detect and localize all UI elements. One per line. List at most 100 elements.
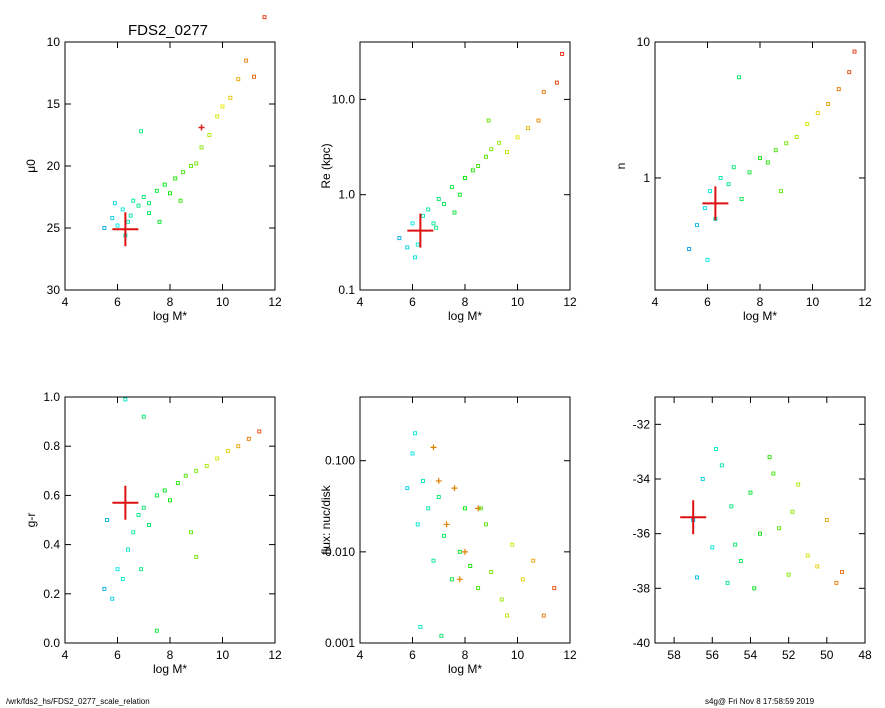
panel-6: 58 56 54 52 50 48 -40 -38 -36 -34 -32 <box>633 396 872 662</box>
data-point <box>246 436 251 441</box>
data-point <box>244 58 249 63</box>
data-point <box>554 80 559 85</box>
y-tick-label: 30 <box>47 283 61 297</box>
x-axis-label: log M* <box>448 662 482 676</box>
data-point <box>695 223 699 228</box>
data-point <box>178 198 183 203</box>
data-point <box>147 522 151 527</box>
data-point <box>257 429 262 434</box>
data-point <box>847 70 852 75</box>
data-point <box>695 575 699 580</box>
data-point <box>162 182 167 187</box>
data-point <box>126 547 130 552</box>
data-point <box>105 518 109 522</box>
data-point <box>526 126 530 131</box>
x-tick-label: 8 <box>167 648 174 662</box>
data-point <box>747 170 752 175</box>
data-point <box>173 176 178 181</box>
data-point <box>225 449 230 454</box>
data-point <box>815 111 820 116</box>
x-tick-label: 10 <box>216 648 230 662</box>
data-point <box>773 148 778 153</box>
data-point <box>228 95 233 100</box>
star-point <box>456 576 463 583</box>
data-point <box>731 165 736 170</box>
data-point <box>236 444 241 449</box>
x-tick-label: 12 <box>858 295 872 309</box>
data-point <box>131 530 136 535</box>
data-point <box>154 188 159 193</box>
y-tick-label: -36 <box>633 527 651 541</box>
data-point <box>207 133 212 137</box>
data-point <box>236 77 241 82</box>
data-point <box>737 75 741 80</box>
x-tick-label: 4 <box>652 295 659 309</box>
figure-title: FDS2_0277 <box>128 22 208 39</box>
data-point <box>739 197 744 201</box>
data-point <box>405 486 410 491</box>
data-point <box>252 74 256 79</box>
x-tick-label: 12 <box>268 295 282 309</box>
x-tick-label: 4 <box>62 648 69 662</box>
x-tick-label: 4 <box>62 295 69 309</box>
data-point <box>189 164 193 168</box>
y-tick-label: 10 <box>637 35 651 49</box>
data-point <box>449 185 454 190</box>
y-axis-label: μ0 <box>24 159 38 173</box>
data-point <box>439 633 444 638</box>
x-tick-label: 12 <box>268 648 282 662</box>
data-point <box>410 221 415 226</box>
data-point <box>777 526 782 531</box>
data-point <box>805 121 810 126</box>
data-point <box>790 509 795 514</box>
data-point <box>726 182 731 187</box>
data-point <box>725 580 730 585</box>
panel-4: 4 6 8 10 12 0.0 0.2 0.4 0.6 0.8 1.0 log M* g-r <box>24 390 282 676</box>
y-tick-label: 25 <box>47 221 61 235</box>
star-point <box>435 477 442 484</box>
data-point <box>520 577 525 582</box>
data-point <box>139 129 144 134</box>
x-tick-label: 58 <box>667 648 681 662</box>
x-tick-label: 8 <box>462 295 469 309</box>
x-axis-label: log M* <box>153 309 187 323</box>
data-point <box>840 569 845 574</box>
data-point <box>181 170 186 175</box>
data-point <box>758 156 762 161</box>
data-point <box>705 257 710 262</box>
x-axis-label: log M* <box>743 309 777 323</box>
data-point <box>426 207 431 212</box>
data-point <box>786 572 791 577</box>
data-point <box>168 498 172 503</box>
data-point <box>147 201 151 206</box>
x-tick-label: 12 <box>563 648 577 662</box>
data-point <box>102 226 107 230</box>
data-point <box>110 216 115 221</box>
data-point <box>714 446 719 451</box>
data-point <box>852 49 857 54</box>
data-point <box>779 189 783 194</box>
star-point <box>430 444 437 451</box>
axes-frame <box>654 396 866 644</box>
data-point <box>796 482 801 487</box>
data-point <box>410 451 415 456</box>
data-point <box>426 506 431 511</box>
y-tick-label: -40 <box>633 636 651 650</box>
data-point <box>700 477 705 481</box>
data-point <box>141 414 146 419</box>
data-point <box>758 531 762 536</box>
y-tick-label: 0.001 <box>325 636 355 650</box>
panel-1: 4 6 8 10 12 10 15 20 25 30 log M* μ0 <box>24 15 282 323</box>
data-point <box>421 478 425 483</box>
data-point <box>413 431 418 436</box>
data-point <box>131 198 136 203</box>
y-tick-label: 0.2 <box>43 587 60 601</box>
data-point <box>126 219 130 224</box>
data-point <box>531 558 536 563</box>
data-point <box>470 168 475 173</box>
x-tick-label: 54 <box>744 648 758 662</box>
axes-frame <box>654 41 866 291</box>
x-tick-label: 10 <box>511 648 525 662</box>
y-tick-label: -38 <box>633 581 651 595</box>
